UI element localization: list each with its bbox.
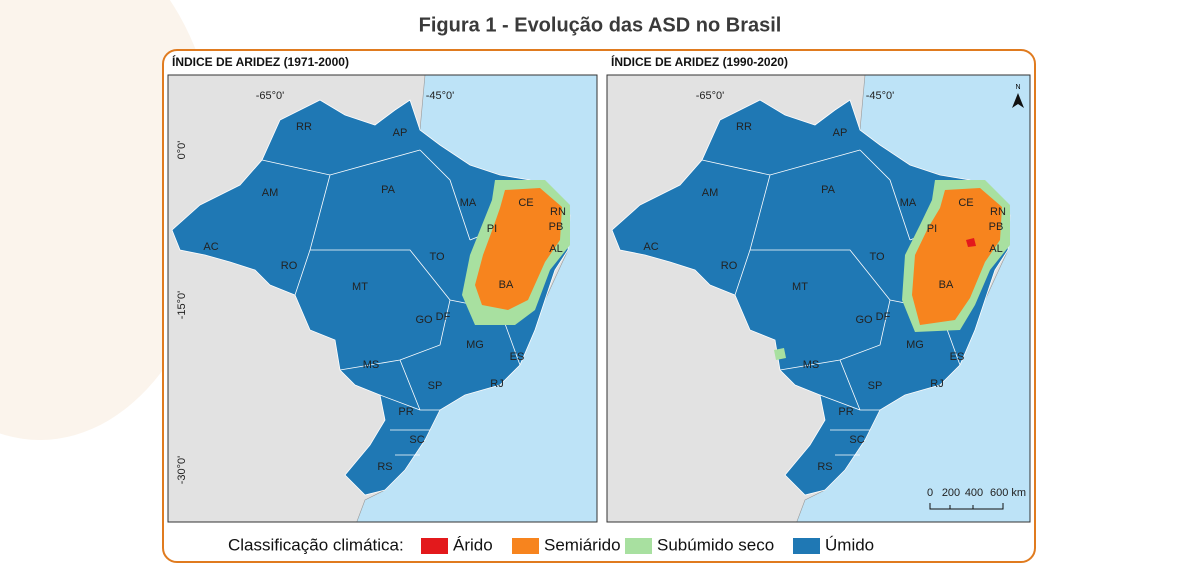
- panel-border: [167, 74, 598, 523]
- state-label: SC: [409, 434, 424, 446]
- figure-title: Figura 1 - Evolução das ASD no Brasil: [419, 14, 782, 36]
- semiarid-zone: [475, 188, 562, 310]
- state-label: TO: [869, 251, 885, 263]
- state-label: DF: [436, 311, 451, 323]
- semiarid-zone: [912, 188, 1002, 325]
- legend-swatch: [512, 538, 539, 554]
- state-label: GO: [415, 314, 433, 326]
- state-label: MT: [792, 281, 808, 293]
- state-label: PI: [487, 223, 497, 235]
- state-label: PA: [381, 184, 396, 196]
- latitude-label: -30°0': [176, 456, 188, 485]
- state-label: AP: [393, 127, 408, 139]
- map-panel: [607, 75, 1030, 522]
- north-arrow: N: [1012, 84, 1024, 108]
- state-label: CE: [518, 197, 533, 209]
- legend-swatch: [421, 538, 448, 554]
- state-label: AL: [549, 243, 562, 255]
- state-label: MA: [460, 197, 477, 209]
- panel-title: ÍNDICE DE ARIDEZ (1971-2000): [172, 54, 349, 69]
- scale-label: 0: [927, 487, 933, 499]
- map-panel: [168, 75, 597, 522]
- state-label: MG: [466, 339, 484, 351]
- state-label: RN: [550, 206, 566, 218]
- state-label: ES: [510, 351, 525, 363]
- state-label: DF: [876, 311, 891, 323]
- state-label: PB: [549, 221, 564, 233]
- state-label: RJ: [490, 378, 503, 390]
- legend-label: Semiárido: [544, 535, 621, 554]
- state-label: PR: [838, 406, 853, 418]
- state-label: ES: [950, 351, 965, 363]
- state-label: MA: [900, 197, 917, 209]
- state-label: RR: [736, 121, 752, 133]
- subhumid-zone: [774, 348, 786, 360]
- panel-title: ÍNDICE DE ARIDEZ (1990-2020): [611, 54, 788, 69]
- state-label: MS: [363, 359, 380, 371]
- legend-swatch: [625, 538, 652, 554]
- scale-label: 200: [942, 487, 960, 499]
- state-label: SC: [849, 434, 864, 446]
- latitude-label: 0°0': [176, 141, 188, 160]
- state-label: RJ: [930, 378, 943, 390]
- state-label: RO: [281, 260, 298, 272]
- legend-title: Classificação climática:: [228, 535, 404, 554]
- legend: Classificação climática: Árido Semiárido S…: [228, 535, 874, 554]
- state-label: RN: [990, 206, 1006, 218]
- scale-label: 600 km: [990, 487, 1026, 499]
- longitude-label: -45°0': [866, 90, 895, 102]
- state-labels: AM RR AP PA MA CE RN PB PI AL TO BA AC RO MT GO DF MG ES MS…: [203, 121, 566, 473]
- state-label: RR: [296, 121, 312, 133]
- state-label: AC: [203, 241, 218, 253]
- state-label: AL: [989, 243, 1002, 255]
- state-label: RS: [377, 461, 392, 473]
- legend-swatch: [793, 538, 820, 554]
- scale-bar: 0 200 400 600 km: [927, 487, 1026, 510]
- state-label: BA: [939, 279, 954, 291]
- state-label: RO: [721, 260, 738, 272]
- state-label: SP: [868, 380, 883, 392]
- state-label: MT: [352, 281, 368, 293]
- latitude-label: -15°0': [176, 291, 188, 320]
- state-label: AM: [262, 187, 279, 199]
- state-label: AC: [643, 241, 658, 253]
- state-label: SP: [428, 380, 443, 392]
- panel-border: [606, 74, 1031, 523]
- longitude-label: -65°0': [256, 90, 285, 102]
- state-label: AM: [702, 187, 719, 199]
- state-label: BA: [499, 279, 514, 291]
- state-labels: AM RR AP PA MA CE RN PB PI AL TO BA AC RO MT GO DF MG ES MS…: [643, 121, 1006, 473]
- legend-label: Subúmido seco: [657, 535, 774, 554]
- north-label: N: [1015, 84, 1020, 91]
- scale-label: 400: [965, 487, 983, 499]
- state-label: PR: [398, 406, 413, 418]
- longitude-label: -65°0': [696, 90, 725, 102]
- state-label: PA: [821, 184, 836, 196]
- arid-zone: [966, 238, 976, 247]
- state-label: MS: [803, 359, 820, 371]
- state-label: CE: [958, 197, 973, 209]
- state-label: GO: [855, 314, 873, 326]
- state-label: AP: [833, 127, 848, 139]
- state-label: PB: [989, 221, 1004, 233]
- legend-label: Úmido: [825, 535, 874, 554]
- state-label: MG: [906, 339, 924, 351]
- state-label: RS: [817, 461, 832, 473]
- legend-label: Árido: [453, 535, 493, 554]
- state-label: PI: [927, 223, 937, 235]
- longitude-label: -45°0': [426, 90, 455, 102]
- state-label: TO: [429, 251, 445, 263]
